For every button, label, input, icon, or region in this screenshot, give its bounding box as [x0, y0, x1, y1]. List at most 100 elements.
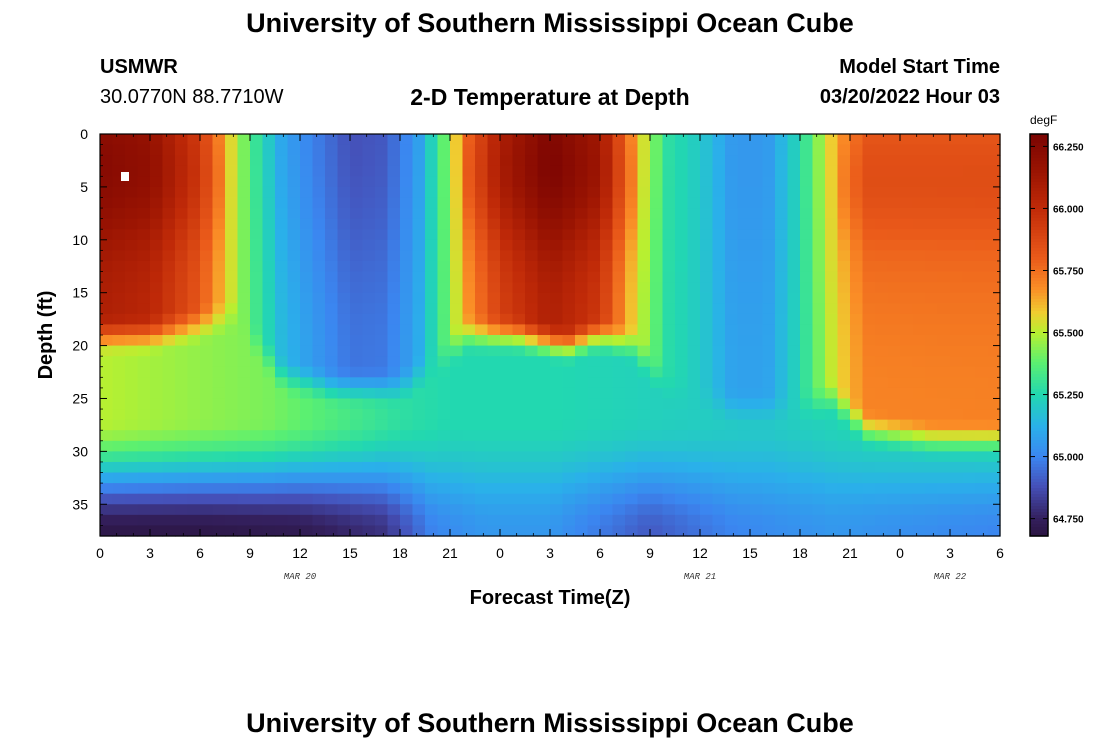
- heatmap-cell: [937, 144, 951, 156]
- heatmap-cell: [187, 324, 201, 336]
- heatmap-cell: [537, 282, 551, 294]
- heatmap-cell: [275, 165, 289, 177]
- heatmap-cell: [975, 472, 989, 484]
- heatmap-cell: [200, 440, 214, 452]
- colorbar-swatch: [1030, 422, 1048, 426]
- colorbar-swatch: [1030, 365, 1048, 369]
- heatmap-cell: [650, 155, 664, 167]
- heatmap-cell: [950, 440, 964, 452]
- heatmap-cell: [162, 525, 176, 537]
- heatmap-cell: [675, 472, 689, 484]
- heatmap-cell: [500, 186, 514, 199]
- heatmap-cell: [100, 250, 114, 262]
- heatmap-cell: [150, 165, 164, 177]
- heatmap-cell: [275, 356, 289, 368]
- heatmap-cell: [237, 229, 251, 241]
- heatmap-cell: [937, 377, 951, 389]
- heatmap-cell: [387, 303, 401, 315]
- heatmap-cell: [525, 472, 539, 484]
- heatmap-cell: [300, 218, 314, 230]
- heatmap-cell: [300, 398, 314, 410]
- heatmap-cell: [875, 313, 889, 326]
- heatmap-cell: [400, 186, 414, 199]
- heatmap-cell: [637, 250, 651, 262]
- heatmap-cell: [937, 176, 951, 188]
- heatmap-cell: [462, 282, 476, 294]
- heatmap-cell: [862, 472, 876, 484]
- heatmap-cell: [100, 208, 114, 220]
- heatmap-cell: [337, 144, 351, 156]
- heatmap-cell: [762, 525, 776, 537]
- heatmap-cell: [400, 165, 414, 177]
- heatmap-cell: [925, 472, 939, 484]
- station-marker: [121, 172, 129, 181]
- heatmap-cell: [925, 430, 939, 442]
- heatmap-cell: [862, 229, 876, 241]
- heatmap-cell: [837, 493, 851, 505]
- heatmap-cell: [500, 514, 514, 527]
- heatmap-cell: [550, 461, 564, 474]
- heatmap-cell: [837, 208, 851, 220]
- colorbar-swatch: [1030, 308, 1048, 312]
- heatmap-cell: [462, 155, 476, 167]
- heatmap-cell: [487, 324, 501, 336]
- heatmap-cell: [975, 186, 989, 199]
- heatmap-cell: [450, 409, 464, 421]
- heatmap-cell: [637, 345, 651, 357]
- heatmap-cell: [675, 366, 689, 378]
- heatmap-cell: [162, 229, 176, 241]
- heatmap-cell: [437, 282, 451, 294]
- heatmap-cell: [937, 356, 951, 368]
- heatmap-cell: [400, 440, 414, 452]
- colorbar-tick-label: 65.500: [1053, 329, 1084, 340]
- heatmap-cell: [925, 387, 939, 400]
- heatmap-cell: [162, 398, 176, 410]
- heatmap-cell: [437, 493, 451, 505]
- heatmap-cell: [537, 165, 551, 177]
- heatmap-cell: [787, 134, 801, 146]
- heatmap-cell: [350, 144, 364, 156]
- heatmap-cell: [537, 260, 551, 273]
- heatmap-cell: [400, 387, 414, 400]
- heatmap-cell: [687, 144, 701, 156]
- heatmap-cell: [637, 239, 651, 251]
- heatmap-cell: [950, 208, 964, 220]
- heatmap-cell: [400, 472, 414, 484]
- heatmap-cell: [575, 504, 589, 516]
- heatmap-cell: [137, 271, 151, 283]
- heatmap-cell: [712, 514, 726, 527]
- colorbar-swatch: [1030, 206, 1048, 210]
- heatmap-cell: [687, 155, 701, 167]
- heatmap-cell: [100, 451, 114, 463]
- heatmap-cell: [750, 186, 764, 199]
- heatmap-cell: [337, 282, 351, 294]
- heatmap-cell: [575, 155, 589, 167]
- heatmap-cell: [375, 134, 389, 146]
- heatmap-cell: [125, 197, 139, 209]
- heatmap-cell: [275, 398, 289, 410]
- heatmap-cell: [875, 461, 889, 474]
- heatmap-cell: [450, 271, 464, 283]
- heatmap-cell: [950, 271, 964, 283]
- heatmap-cell: [762, 345, 776, 357]
- heatmap-cell: [525, 345, 539, 357]
- heatmap-cell: [725, 387, 739, 400]
- heatmap-cell: [362, 303, 376, 315]
- heatmap-cell: [737, 271, 751, 283]
- colorbar-swatch: [1030, 329, 1048, 333]
- heatmap-cell: [962, 303, 976, 315]
- heatmap-cell: [675, 356, 689, 368]
- heatmap-cell: [787, 271, 801, 283]
- heatmap-cell: [587, 472, 601, 484]
- heatmap-cell: [337, 440, 351, 452]
- heatmap-cell: [350, 250, 364, 262]
- heatmap-cell: [787, 282, 801, 294]
- heatmap-cell: [375, 218, 389, 230]
- heatmap-cell: [725, 356, 739, 368]
- heatmap-cell: [312, 525, 326, 537]
- heatmap-cell: [650, 356, 664, 368]
- heatmap-cell: [237, 335, 251, 347]
- heatmap-cell: [912, 144, 926, 156]
- heatmap-cell: [700, 313, 714, 326]
- heatmap-cell: [937, 440, 951, 452]
